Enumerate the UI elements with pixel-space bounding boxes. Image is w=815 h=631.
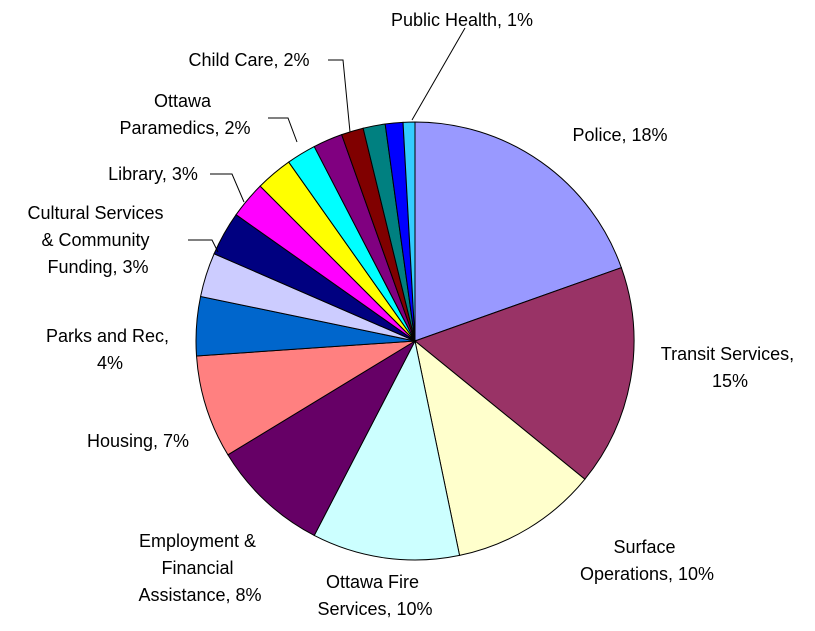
label-police: Police, 18% bbox=[572, 125, 667, 145]
leader-lines bbox=[188, 27, 466, 253]
pie-slice-3 bbox=[414, 339, 586, 557]
label-cultural: Cultural Services & Community Funding, 3… bbox=[27, 203, 168, 277]
label-employment-line-2: Financial bbox=[161, 558, 233, 578]
label-childcare: Child Care, 2% bbox=[188, 50, 309, 70]
label-employment: Employment & Financial Assistance, 8% bbox=[138, 531, 261, 605]
label-parks: Parks and Rec, 4% bbox=[46, 326, 174, 373]
label-publichealth: Public Health, 1% bbox=[391, 10, 533, 30]
label-housing-line-1: Housing, 7% bbox=[87, 431, 189, 451]
pie-slice-6 bbox=[195, 340, 416, 456]
leader-line-paramedics bbox=[268, 117, 298, 143]
label-cultural-line-2: & Community bbox=[41, 230, 149, 250]
label-cultural-line-3: Funding, 3% bbox=[47, 257, 148, 277]
pie-slice-17 bbox=[402, 121, 416, 342]
pie-slices bbox=[195, 121, 635, 561]
leader-line-childcare bbox=[328, 59, 351, 133]
label-paramedics-line-2: Paramedics, 2% bbox=[119, 118, 250, 138]
label-childcare-line-1: Child Care, 2% bbox=[188, 50, 309, 70]
label-police-line-1: Police, 18% bbox=[572, 125, 667, 145]
label-parks-line-1: Parks and Rec, bbox=[46, 326, 169, 346]
leader-line-publichealth bbox=[411, 27, 466, 121]
label-paramedics-line-1: Ottawa bbox=[154, 91, 212, 111]
label-surface: Surface Operations, 10% bbox=[580, 537, 714, 584]
label-housing: Housing, 7% bbox=[87, 431, 189, 451]
label-surface-line-2: Operations, 10% bbox=[580, 564, 714, 584]
leader-line-cultural bbox=[188, 239, 219, 253]
label-library: Library, 3% bbox=[108, 164, 198, 184]
label-library-line-1: Library, 3% bbox=[108, 164, 198, 184]
label-transit-line-2: 15% bbox=[712, 371, 748, 391]
pie-slice-5 bbox=[227, 339, 417, 537]
pie-slice-1 bbox=[414, 121, 622, 342]
label-publichealth-line-1: Public Health, 1% bbox=[391, 10, 533, 30]
pie-slice-2 bbox=[413, 267, 635, 480]
pie-slice-4 bbox=[313, 339, 461, 561]
label-cultural-line-1: Cultural Services bbox=[27, 203, 163, 223]
label-employment-line-3: Assistance, 8% bbox=[138, 585, 261, 605]
label-surface-line-1: Surface bbox=[613, 537, 675, 557]
label-transit: Transit Services, 15% bbox=[661, 344, 799, 391]
leader-line-library bbox=[210, 173, 245, 203]
label-fire: Ottawa Fire Services, 10% bbox=[317, 572, 432, 619]
label-employment-line-1: Employment & bbox=[139, 531, 256, 551]
label-fire-line-1: Ottawa Fire bbox=[326, 572, 419, 592]
label-transit-line-1: Transit Services, bbox=[661, 344, 794, 364]
label-paramedics: Ottawa Paramedics, 2% bbox=[119, 91, 250, 138]
label-parks-line-2: 4% bbox=[97, 353, 123, 373]
label-fire-line-2: Services, 10% bbox=[317, 599, 432, 619]
